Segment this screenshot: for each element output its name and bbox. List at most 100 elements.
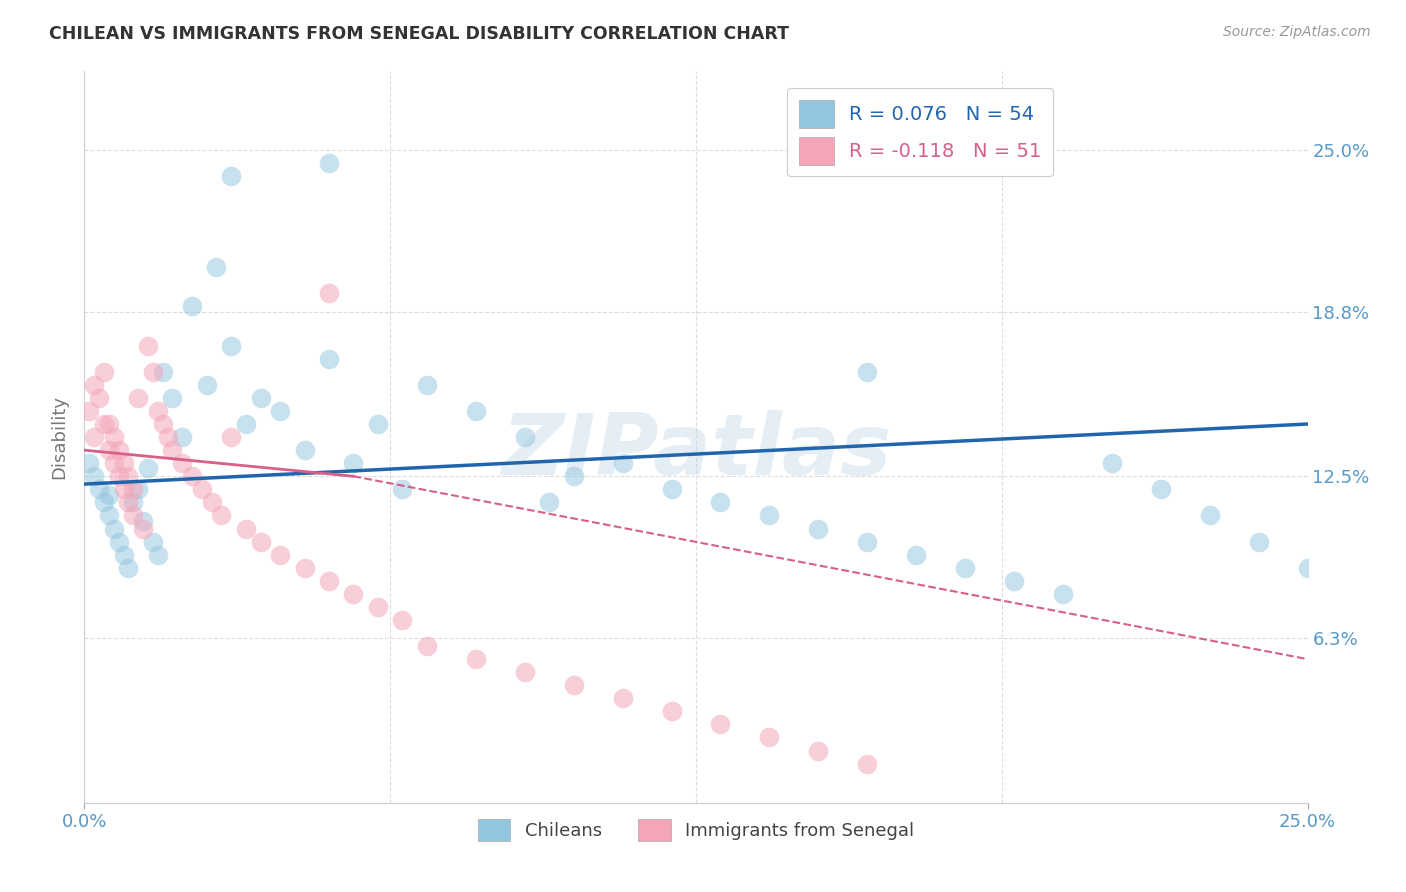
Point: [416, 639, 439, 653]
Point: [181, 300, 204, 314]
Point: [219, 339, 242, 353]
Point: [612, 456, 634, 470]
Point: [107, 443, 129, 458]
Point: [97, 508, 120, 523]
Point: [97, 417, 120, 431]
Point: [103, 521, 125, 535]
Text: CHILEAN VS IMMIGRANTS FROM SENEGAL DISABILITY CORRELATION CHART: CHILEAN VS IMMIGRANTS FROM SENEGAL DISAB…: [49, 25, 789, 43]
Legend: Chileans, Immigrants from Senegal: Chileans, Immigrants from Senegal: [471, 812, 921, 848]
Point: [416, 377, 439, 392]
Point: [367, 417, 389, 431]
Point: [391, 613, 413, 627]
Point: [219, 169, 242, 183]
Point: [709, 495, 731, 509]
Point: [709, 717, 731, 731]
Point: [103, 430, 125, 444]
Point: [112, 456, 135, 470]
Point: [77, 404, 100, 418]
Point: [318, 156, 340, 170]
Point: [83, 430, 105, 444]
Y-axis label: Disability: Disability: [51, 395, 69, 479]
Point: [269, 548, 291, 562]
Point: [152, 417, 174, 431]
Point: [294, 560, 316, 574]
Point: [87, 483, 110, 497]
Point: [219, 430, 242, 444]
Point: [905, 548, 928, 562]
Point: [97, 487, 120, 501]
Point: [1150, 483, 1173, 497]
Point: [93, 495, 115, 509]
Point: [538, 495, 561, 509]
Point: [758, 731, 780, 745]
Point: [146, 404, 169, 418]
Point: [1002, 574, 1025, 588]
Point: [209, 508, 232, 523]
Point: [612, 691, 634, 706]
Point: [661, 705, 683, 719]
Point: [318, 286, 340, 301]
Point: [152, 365, 174, 379]
Point: [758, 508, 780, 523]
Point: [235, 417, 257, 431]
Point: [807, 743, 830, 757]
Point: [107, 534, 129, 549]
Point: [200, 495, 222, 509]
Point: [117, 469, 139, 483]
Point: [93, 417, 115, 431]
Point: [807, 521, 830, 535]
Point: [181, 469, 204, 483]
Point: [1247, 534, 1270, 549]
Point: [132, 514, 155, 528]
Point: [562, 469, 585, 483]
Point: [562, 678, 585, 692]
Point: [122, 508, 145, 523]
Point: [83, 377, 105, 392]
Point: [342, 587, 364, 601]
Point: [172, 430, 194, 444]
Point: [367, 599, 389, 614]
Point: [127, 483, 149, 497]
Point: [112, 483, 135, 497]
Point: [107, 469, 129, 483]
Point: [127, 391, 149, 405]
Point: [235, 521, 257, 535]
Point: [162, 391, 184, 405]
Point: [146, 548, 169, 562]
Point: [856, 756, 879, 771]
Point: [249, 391, 271, 405]
Point: [77, 456, 100, 470]
Point: [195, 377, 218, 392]
Point: [136, 461, 159, 475]
Point: [136, 339, 159, 353]
Point: [162, 443, 184, 458]
Point: [103, 456, 125, 470]
Point: [117, 560, 139, 574]
Point: [269, 404, 291, 418]
Point: [205, 260, 228, 275]
Point: [112, 548, 135, 562]
Point: [661, 483, 683, 497]
Point: [83, 469, 105, 483]
Point: [1296, 560, 1319, 574]
Point: [1101, 456, 1123, 470]
Text: Source: ZipAtlas.com: Source: ZipAtlas.com: [1223, 25, 1371, 39]
Point: [249, 534, 271, 549]
Point: [953, 560, 976, 574]
Point: [856, 534, 879, 549]
Point: [97, 443, 120, 458]
Point: [122, 483, 145, 497]
Point: [122, 495, 145, 509]
Point: [142, 365, 165, 379]
Point: [1198, 508, 1220, 523]
Point: [513, 665, 536, 680]
Point: [142, 534, 165, 549]
Point: [342, 456, 364, 470]
Text: ZIPatlas: ZIPatlas: [501, 410, 891, 493]
Point: [156, 430, 179, 444]
Point: [172, 456, 194, 470]
Point: [464, 652, 486, 666]
Point: [391, 483, 413, 497]
Point: [1052, 587, 1074, 601]
Point: [318, 351, 340, 366]
